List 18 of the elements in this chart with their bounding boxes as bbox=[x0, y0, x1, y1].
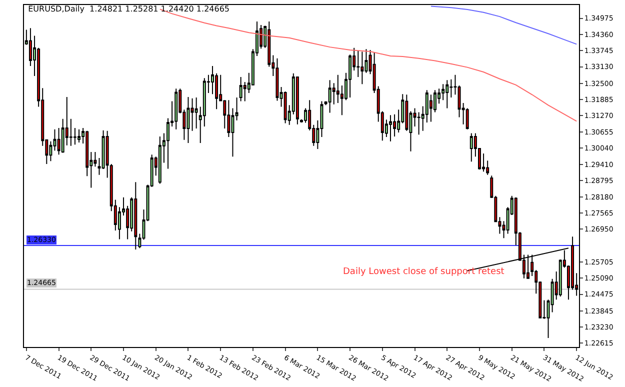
candlestick bbox=[239, 76, 242, 102]
candlestick bbox=[389, 114, 392, 142]
candlestick bbox=[186, 96, 190, 144]
line-series bbox=[430, 6, 578, 45]
candlestick bbox=[174, 88, 178, 130]
candlestick bbox=[296, 76, 299, 125]
candlestick bbox=[78, 128, 81, 143]
candlestick bbox=[360, 51, 364, 85]
candlestick bbox=[446, 80, 449, 109]
candlestick bbox=[158, 136, 162, 184]
candlestick bbox=[429, 94, 432, 122]
annotation: Daily Lowest close of support retest bbox=[343, 267, 505, 277]
candlestick bbox=[194, 97, 198, 130]
candlestick bbox=[328, 80, 332, 114]
chart-title: EURUSD,Daily 1.24821 1.25281 1.24420 1.24665 bbox=[28, 4, 230, 14]
candlestick bbox=[284, 90, 287, 124]
candlestick bbox=[134, 182, 138, 250]
candlestick bbox=[470, 132, 473, 162]
